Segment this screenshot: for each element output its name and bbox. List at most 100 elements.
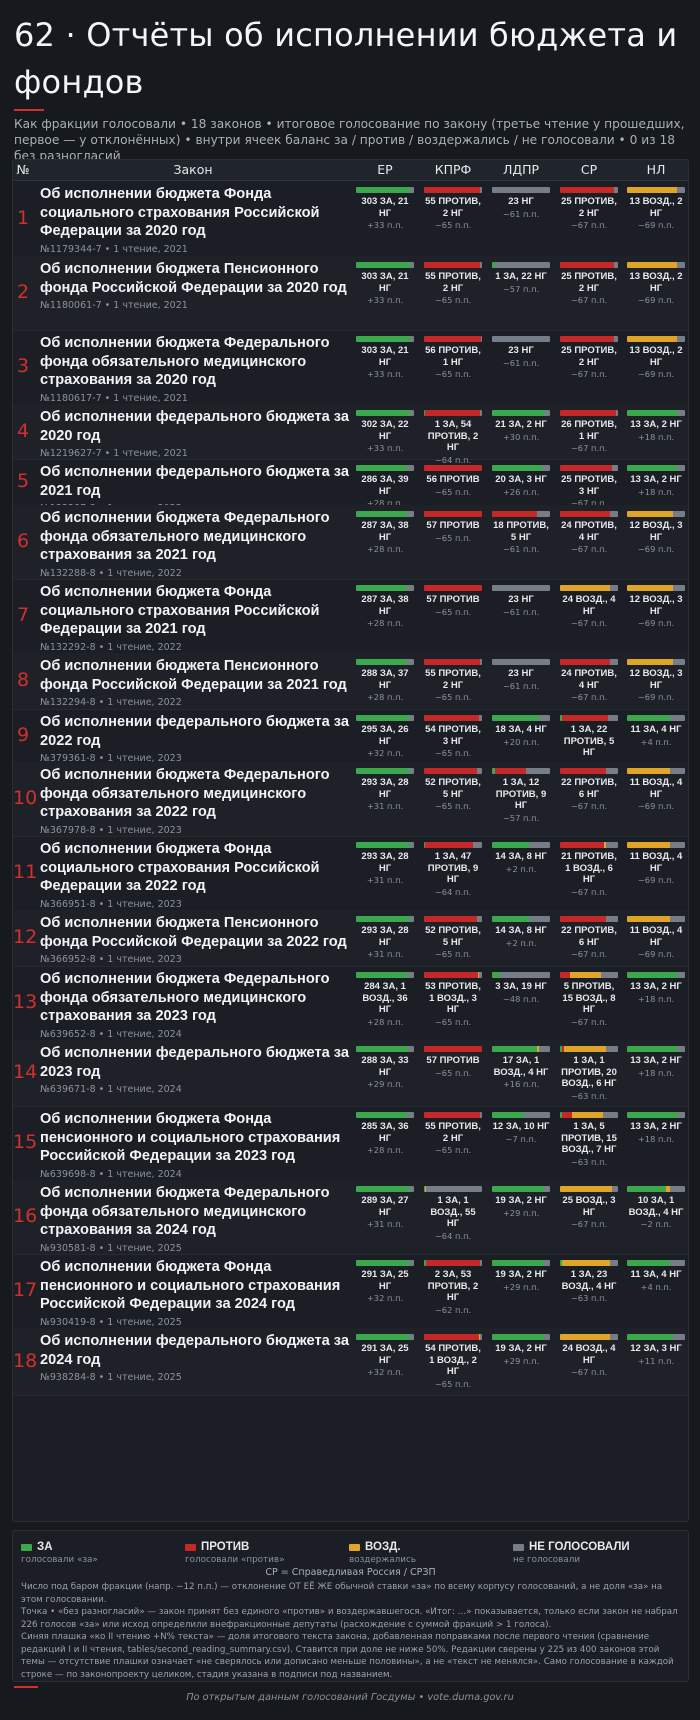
vote-result: 22 ПРОТИВ, 6 НГ bbox=[561, 777, 617, 800]
deviation: +33 п.п. bbox=[366, 369, 404, 379]
bar-segment-za bbox=[356, 585, 408, 591]
vote-result: 284 ЗА, 1 ВОЗД., 36 НГ bbox=[362, 981, 408, 1015]
deviation: +32 п.п. bbox=[366, 1293, 404, 1303]
bar-segment-ng bbox=[408, 768, 414, 774]
bar-segment-ng bbox=[677, 1046, 685, 1052]
deviation: −69 п.п. bbox=[637, 692, 675, 702]
deviation: +4 п.п. bbox=[640, 1281, 672, 1292]
law-title: Об исполнении бюджета Пенсионного фонда … bbox=[40, 261, 347, 296]
vote-balance-bar bbox=[356, 659, 414, 665]
bar-segment-ng bbox=[613, 187, 618, 193]
votes-table: № Закон ЕР КПРФ ЛДПР СР НЛ 1 Об исполнени… bbox=[12, 159, 689, 1522]
law-meta: №930419-8 • 1 чтение, 2025 bbox=[40, 1316, 182, 1328]
header-faction-kprf: КПРФ bbox=[434, 162, 472, 177]
vote-result: 55 ПРОТИВ, 2 НГ bbox=[425, 1121, 481, 1144]
bar-segment-protiv bbox=[562, 1112, 573, 1118]
vote-balance-bar bbox=[424, 1046, 482, 1052]
vote-result: 302 ЗА, 22 НГ bbox=[361, 419, 409, 442]
law-meta: №132294-8 • 1 чтение, 2022 bbox=[40, 697, 182, 708]
faction-cell-sr: 1 ЗА, 23 ВОЗД., 4 НГ −63 п.п. bbox=[560, 1260, 618, 1304]
bar-segment-ng bbox=[677, 187, 685, 193]
bar-segment-ng bbox=[480, 336, 482, 342]
vote-balance-bar bbox=[424, 262, 482, 268]
vote-balance-bar bbox=[492, 1112, 550, 1118]
bar-segment-protiv bbox=[562, 1046, 565, 1052]
vote-result: 24 ПРОТИВ, 4 НГ bbox=[561, 668, 617, 691]
vote-balance-bar bbox=[492, 585, 550, 591]
faction-cell-kprf: 2 ЗА, 53 ПРОТИВ, 2 НГ −62 п.п. bbox=[424, 1260, 482, 1316]
row-number: 8 bbox=[16, 669, 30, 691]
bar-segment-ng bbox=[479, 410, 482, 416]
bar-segment-protiv bbox=[424, 1112, 480, 1118]
faction-cell-er: 293 ЗА, 28 НГ +31 п.п. bbox=[356, 916, 414, 960]
deviation: −67 п.п. bbox=[570, 498, 608, 508]
deviation: +33 п.п. bbox=[366, 295, 404, 305]
vote-result: 11 ВОЗД., 4 НГ bbox=[629, 925, 683, 948]
vote-result: 1 ЗА, 22 ПРОТИВ, 5 НГ bbox=[563, 724, 615, 758]
vote-balance-bar bbox=[424, 1112, 482, 1118]
bar-segment-vozd bbox=[627, 262, 678, 268]
bar-segment-ng bbox=[409, 1186, 414, 1192]
vote-balance-bar bbox=[424, 1334, 482, 1340]
vote-balance-bar bbox=[424, 916, 482, 922]
deviation: −65 п.п. bbox=[434, 369, 472, 379]
bar-segment-ng bbox=[476, 768, 482, 774]
faction-cell-sr: 24 ПРОТИВ, 4 НГ −67 п.п. bbox=[560, 511, 618, 555]
title-accent-rule bbox=[14, 109, 44, 111]
vote-balance-bar bbox=[356, 916, 414, 922]
deviation: −63 п.п. bbox=[570, 1090, 608, 1101]
bar-segment-ng bbox=[539, 715, 550, 721]
deviation: −67 п.п. bbox=[570, 1367, 608, 1377]
vote-balance-bar bbox=[424, 465, 482, 471]
deviation: −69 п.п. bbox=[637, 949, 675, 959]
vote-balance-bar bbox=[560, 972, 618, 978]
deviation: −67 п.п. bbox=[570, 949, 608, 959]
bar-segment-ng bbox=[407, 972, 414, 978]
faction-cell-er: 293 ЗА, 28 НГ +31 п.п. bbox=[356, 768, 414, 812]
faction-cell-nl: 11 ЗА, 4 НГ +4 п.п. bbox=[627, 715, 685, 748]
law-meta: №930581-8 • 1 чтение, 2025 bbox=[40, 1242, 182, 1254]
bar-segment-ng bbox=[544, 1186, 550, 1192]
vote-result: 293 ЗА, 28 НГ bbox=[361, 777, 409, 800]
bar-segment-ng bbox=[673, 659, 685, 665]
deviation: +29 п.п. bbox=[502, 1281, 540, 1292]
bar-segment-za bbox=[492, 465, 543, 471]
deviation: −57 п.п. bbox=[502, 283, 540, 294]
faction-cell-nl: 13 ЗА, 2 НГ +18 п.п. bbox=[627, 1112, 685, 1145]
deviation: −61 п.п. bbox=[502, 606, 540, 617]
bar-segment-ng bbox=[407, 585, 414, 591]
bar-segment-ng bbox=[478, 972, 482, 978]
legend-panel: ЗА голосовали «за» ПРОТИВ голосовали «пр… bbox=[12, 1530, 689, 1682]
row-number: 4 bbox=[16, 419, 30, 442]
vote-result: 19 ЗА, 2 НГ bbox=[495, 1343, 547, 1354]
law-meta: №639671-8 • 1 чтение, 2024 bbox=[40, 1084, 182, 1095]
faction-cell-er: 302 ЗА, 22 НГ +33 п.п. bbox=[356, 410, 414, 454]
deviation: −64 п.п. bbox=[434, 886, 472, 897]
deviation: +31 п.п. bbox=[366, 801, 404, 811]
vote-result: 54 ПРОТИВ, 3 НГ bbox=[425, 724, 481, 747]
deviation: −65 п.п. bbox=[434, 949, 472, 959]
vote-result: 25 ПРОТИВ, 2 НГ bbox=[561, 271, 617, 294]
deviation: −67 п.п. bbox=[570, 618, 608, 628]
faction-cell-ldpr: 20 ЗА, 3 НГ +26 п.п. bbox=[492, 465, 550, 498]
law-title: Об исполнении федерального бюджета за 20… bbox=[40, 714, 349, 749]
faction-cell-ldpr: 1 ЗА, 22 НГ −57 п.п. bbox=[492, 262, 550, 295]
vote-balance-bar bbox=[560, 659, 618, 665]
law-meta: №132288-8 • 1 чтение, 2022 bbox=[40, 567, 182, 579]
vote-balance-bar bbox=[424, 972, 482, 978]
deviation: +33 п.п. bbox=[366, 220, 404, 230]
deviation: +32 п.п. bbox=[366, 1367, 404, 1377]
deviation: −69 п.п. bbox=[637, 220, 675, 230]
faction-cell-ldpr: 18 ЗА, 4 НГ +20 п.п. bbox=[492, 715, 550, 748]
deviation: +33 п.п. bbox=[366, 443, 404, 453]
bar-segment-ng bbox=[492, 585, 550, 591]
faction-cell-er: 303 ЗА, 21 НГ +33 п.п. bbox=[356, 336, 414, 380]
faction-cell-ldpr: 1 ЗА, 12 ПРОТИВ, 9 НГ −57 п.п. bbox=[492, 768, 550, 824]
law-cell: Об исполнении федерального бюджета за 20… bbox=[40, 713, 355, 765]
vote-balance-bar bbox=[627, 262, 685, 268]
faction-cell-nl: 10 ЗА, 1 ВОЗД., 4 НГ −2 п.п. bbox=[627, 1186, 685, 1230]
vote-balance-bar bbox=[627, 465, 685, 471]
vote-result: 23 НГ bbox=[508, 196, 534, 207]
bar-segment-protiv bbox=[560, 410, 616, 416]
bar-segment-ng bbox=[479, 1112, 482, 1118]
